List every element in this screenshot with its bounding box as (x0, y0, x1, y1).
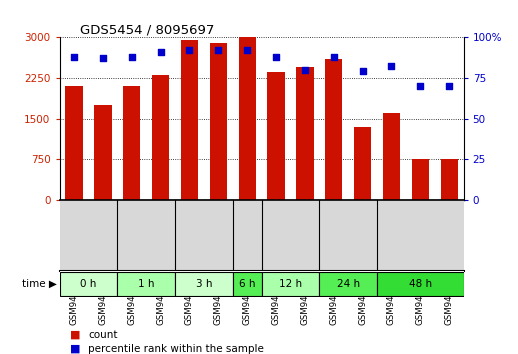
Text: ■: ■ (70, 330, 80, 339)
Bar (123, 86, 140, 200)
Text: 24 h: 24 h (337, 279, 359, 289)
Bar (262, 272, 319, 296)
Bar (267, 73, 285, 200)
Bar (181, 40, 198, 200)
Bar (238, 37, 256, 200)
Point (99, 56, 107, 61)
Bar (117, 272, 175, 296)
Text: ■: ■ (70, 344, 80, 354)
Text: 12 h: 12 h (279, 279, 302, 289)
Text: 3 h: 3 h (196, 279, 212, 289)
Bar (296, 67, 313, 200)
Point (387, 64, 396, 69)
Point (329, 54, 338, 59)
Text: GDS5454 / 8095697: GDS5454 / 8095697 (80, 23, 214, 36)
Text: time ▶: time ▶ (22, 279, 57, 289)
Text: 1 h: 1 h (138, 279, 154, 289)
Point (301, 67, 309, 73)
Bar (354, 127, 371, 200)
Point (156, 49, 165, 55)
Bar (412, 159, 429, 200)
Bar (319, 272, 377, 296)
Text: count: count (88, 330, 118, 339)
Bar (233, 272, 262, 296)
Bar (152, 75, 169, 200)
Bar (60, 272, 117, 296)
Point (445, 83, 453, 89)
Bar (377, 272, 464, 296)
Text: 48 h: 48 h (409, 279, 432, 289)
Bar (94, 105, 111, 200)
Bar (65, 86, 83, 200)
Text: percentile rank within the sample: percentile rank within the sample (88, 344, 264, 354)
Point (272, 54, 280, 59)
Point (214, 47, 222, 53)
Point (243, 47, 251, 53)
Bar (440, 159, 458, 200)
Bar (175, 272, 233, 296)
Point (70, 54, 78, 59)
Text: 0 h: 0 h (80, 279, 97, 289)
Point (416, 83, 424, 89)
Bar (210, 42, 227, 200)
Text: 6 h: 6 h (239, 279, 255, 289)
Point (127, 54, 136, 59)
Bar (383, 113, 400, 200)
Bar (325, 59, 342, 200)
Point (358, 69, 367, 74)
Point (185, 47, 194, 53)
